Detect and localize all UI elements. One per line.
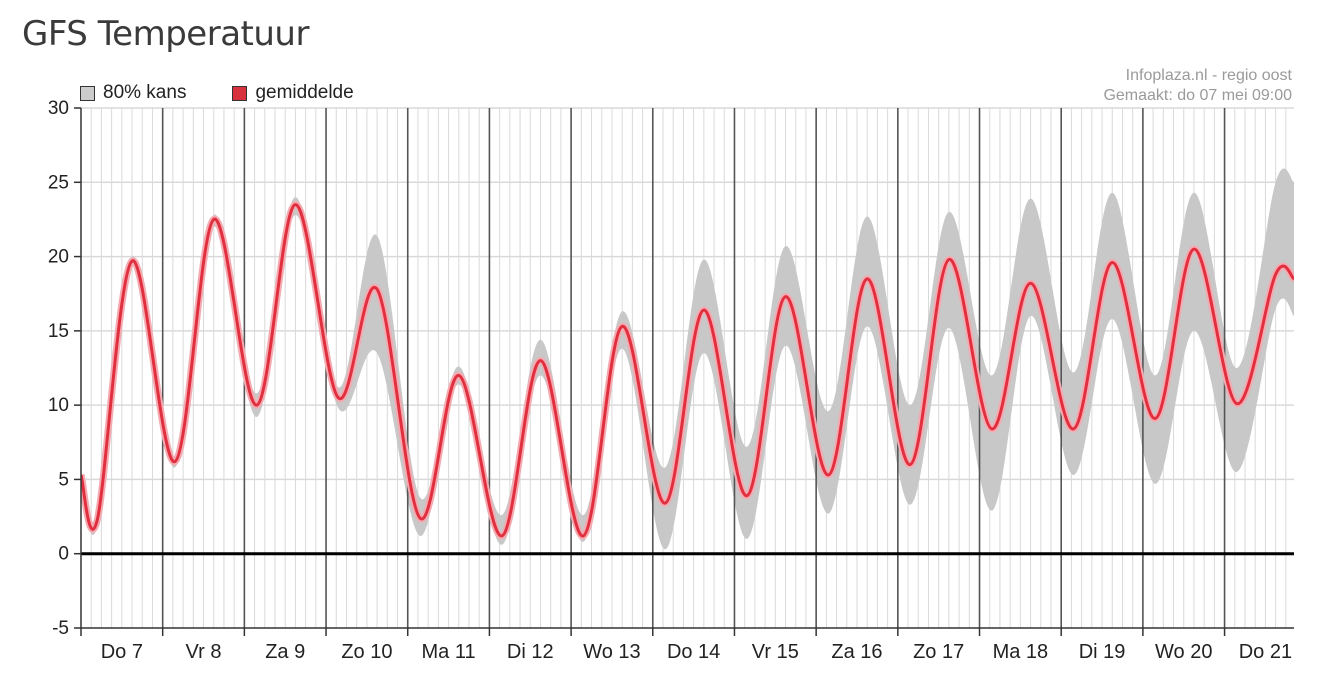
x-day-label: Ma 11 bbox=[422, 641, 476, 663]
y-tick-label: 0 bbox=[58, 544, 69, 565]
source-provider: Infoplaza.nl - regio oost bbox=[1125, 67, 1292, 84]
y-tick-label: 10 bbox=[48, 395, 69, 416]
y-tick-label: 20 bbox=[48, 247, 69, 268]
x-day-label: Zo 10 bbox=[341, 641, 392, 663]
y-tick-label: 15 bbox=[48, 321, 69, 342]
x-day-label: Wo 13 bbox=[583, 641, 640, 663]
mean-swatch bbox=[232, 85, 248, 101]
page-title: GFS Temperatuur bbox=[22, 14, 309, 54]
x-day-label: Za 9 bbox=[265, 641, 305, 663]
x-day-label: Za 16 bbox=[831, 641, 882, 663]
x-day-label: Di 19 bbox=[1079, 641, 1126, 663]
x-day-label: Vr 8 bbox=[186, 641, 222, 663]
x-day-label: Zo 17 bbox=[913, 641, 964, 663]
x-day-label: Di 12 bbox=[507, 641, 554, 663]
x-day-label: Ma 18 bbox=[993, 641, 1049, 663]
y-tick-label: 5 bbox=[58, 469, 69, 490]
legend-mean-label: gemiddelde bbox=[255, 82, 354, 103]
legend-item-mean: gemiddelde bbox=[232, 82, 354, 104]
x-day-label: Vr 15 bbox=[752, 641, 799, 663]
x-day-label: Do 7 bbox=[101, 641, 143, 663]
source-info: Infoplaza.nl - regio oost Gemaakt: do 07… bbox=[1103, 66, 1292, 106]
legend-band-label: 80% kans bbox=[103, 82, 187, 103]
x-day-label: Do 14 bbox=[667, 641, 720, 663]
y-tick-label: 30 bbox=[48, 98, 69, 119]
x-day-label: Wo 20 bbox=[1155, 641, 1212, 663]
band-swatch bbox=[80, 85, 95, 101]
mean-temperature-line bbox=[81, 203, 1294, 538]
legend-item-band: 80% kans bbox=[80, 82, 186, 104]
y-tick-label: -5 bbox=[52, 618, 69, 639]
source-timestamp: Gemaakt: do 07 mei 09:00 bbox=[1103, 87, 1292, 104]
chart-legend: 80% kans gemiddelde bbox=[80, 82, 354, 104]
x-day-label: Do 21 bbox=[1239, 641, 1292, 663]
y-tick-label: 25 bbox=[48, 172, 69, 193]
